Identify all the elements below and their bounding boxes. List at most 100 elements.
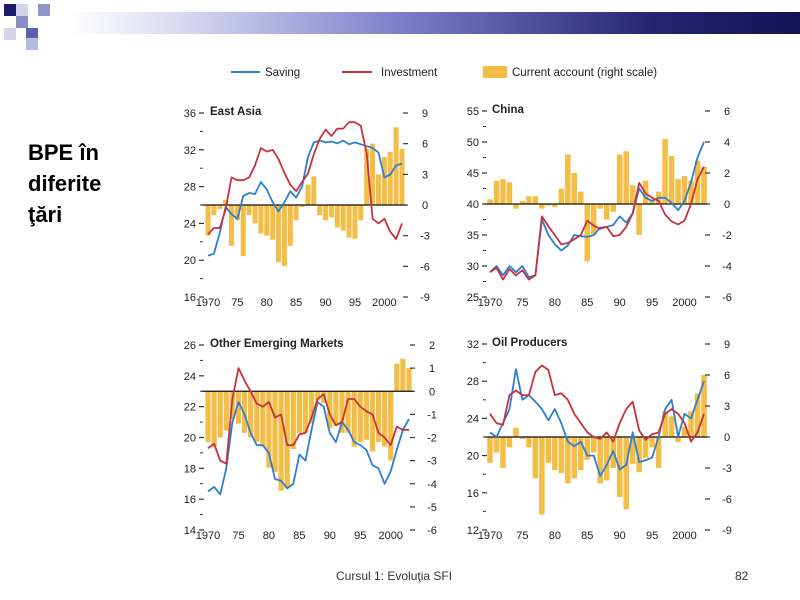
current-account-bar	[526, 196, 532, 204]
current-account-bar	[211, 391, 217, 447]
current-account-bar	[387, 151, 393, 205]
left-axis-tick-label: 45	[467, 168, 479, 180]
right-axis-tick-label: 6	[724, 106, 730, 118]
panel-title: Oil Producers	[492, 337, 567, 349]
x-axis-tick-label: 90	[319, 297, 331, 309]
current-account-bar	[252, 205, 258, 224]
current-account-bar	[493, 437, 500, 453]
current-account-bar	[506, 182, 513, 204]
right-axis-tick-label: 0	[724, 199, 730, 211]
investment-line	[207, 121, 403, 240]
current-account-bar	[293, 205, 299, 221]
current-account-bar	[328, 205, 334, 218]
saving-line	[207, 401, 410, 496]
current-account-bar	[234, 205, 240, 221]
current-account-bar	[357, 391, 363, 443]
current-account-bar	[205, 205, 211, 236]
current-account-bar	[668, 416, 675, 437]
x-axis-tick-label: 80	[263, 530, 275, 542]
left-axis-tick-label: 50	[467, 137, 479, 149]
current-account-bar	[375, 174, 381, 205]
left-axis-tick-label: 18	[184, 463, 196, 475]
left-axis-tick-label: 25	[467, 292, 479, 304]
legend: Saving Investment Current account (right…	[231, 66, 657, 79]
current-account-bar	[616, 154, 623, 204]
investment-line	[489, 166, 705, 281]
current-account-bar	[217, 205, 223, 210]
right-axis-tick-label: -3	[420, 231, 430, 243]
x-axis-tick-label: 80	[549, 530, 561, 542]
current-account-bar	[642, 437, 649, 458]
current-account-bar	[603, 204, 610, 220]
left-axis-tick-label: 16	[184, 494, 196, 506]
x-axis-tick-label: 85	[290, 297, 302, 309]
deco-square	[26, 38, 38, 50]
current-account-bar	[591, 437, 597, 453]
current-account-bar	[241, 391, 248, 433]
panel-title: Other Emerging Markets	[210, 338, 344, 350]
current-account-bar	[315, 391, 321, 401]
current-account-bar	[205, 391, 211, 443]
x-axis-tick-label: 95	[646, 530, 658, 542]
current-account-bar	[382, 391, 388, 447]
x-axis-tick-label: 85	[581, 530, 593, 542]
current-account-bar	[487, 437, 493, 463]
investment-line	[489, 364, 705, 443]
x-axis-tick-label: 2000	[378, 530, 402, 542]
current-account-bar	[399, 148, 405, 205]
left-axis-tick-label: 28	[467, 376, 479, 388]
left-axis-tick-label: 24	[184, 371, 196, 383]
left-axis-tick-label: 20	[184, 433, 196, 445]
left-axis-tick-label: 40	[467, 199, 479, 211]
current-account-bar	[351, 391, 357, 447]
page-number: 82	[735, 569, 749, 583]
current-account-bar	[406, 368, 412, 392]
current-account-bar	[500, 437, 506, 468]
deco-square	[16, 4, 28, 16]
right-axis-tick-label: -2	[722, 230, 732, 242]
current-account-bar	[281, 205, 287, 267]
deco-square	[4, 28, 16, 40]
current-account-bar	[545, 204, 552, 206]
right-axis-tick-label: -9	[420, 292, 430, 304]
current-account-bar	[558, 437, 565, 474]
left-axis-tick-label: 12	[467, 525, 479, 537]
current-account-bar	[565, 154, 571, 204]
current-account-bar	[290, 391, 296, 450]
current-account-bar	[513, 204, 519, 209]
right-axis-tick-label: -3	[427, 456, 437, 468]
current-account-bar	[578, 437, 584, 471]
legend-current-account-label: Current account (right scale)	[512, 67, 657, 79]
current-account-bar	[688, 180, 694, 204]
panel-title: East Asia	[210, 106, 262, 118]
right-axis-tick-label: -6	[420, 261, 430, 273]
current-account-bar	[258, 205, 264, 234]
current-account-bar	[276, 205, 282, 263]
current-account-bar	[675, 179, 681, 204]
current-account-bar	[340, 205, 346, 231]
current-account-bar	[339, 391, 345, 433]
current-account-bar	[493, 180, 500, 204]
current-account-bar	[558, 188, 565, 204]
x-axis-tick-label: 1970	[196, 530, 220, 542]
right-axis-tick-label: 0	[422, 200, 428, 212]
deco-square	[4, 4, 16, 16]
left-axis-tick-label: 22	[184, 402, 196, 414]
current-account-bar	[400, 358, 406, 392]
saving-line	[207, 139, 403, 257]
current-account-bar	[358, 205, 364, 221]
current-account-bar	[323, 205, 329, 221]
footer-course-title: Cursul 1: Evoluţia SFI	[336, 569, 453, 583]
current-account-bar	[623, 151, 629, 204]
right-axis-tick-label: -1	[427, 409, 437, 421]
current-account-bar	[500, 179, 506, 204]
current-account-bar	[375, 391, 382, 443]
right-axis-tick-label: 4	[724, 137, 730, 149]
current-account-bar	[636, 204, 642, 235]
right-axis-tick-label: -3	[722, 463, 732, 475]
current-account-bar	[578, 191, 584, 204]
x-axis-tick-label: 80	[549, 297, 561, 309]
current-account-bar	[591, 204, 597, 235]
